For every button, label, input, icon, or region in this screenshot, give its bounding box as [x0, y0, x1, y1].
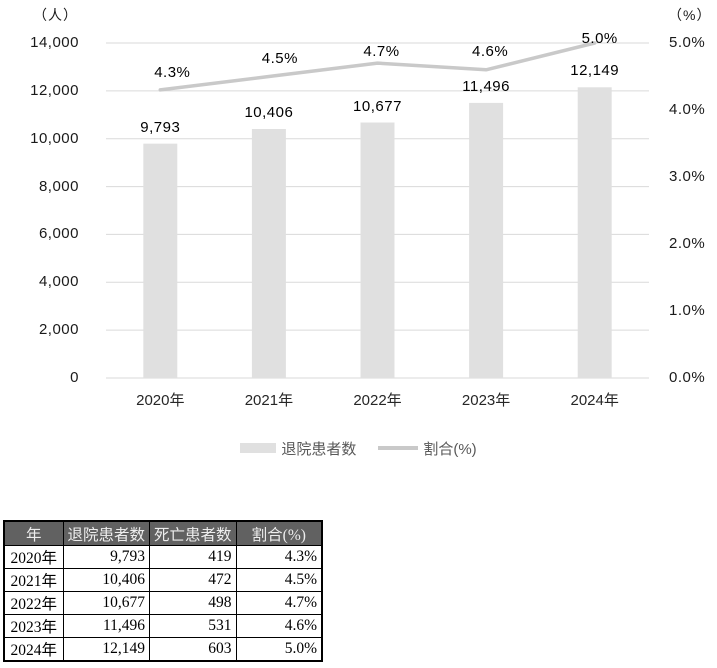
data-table: 年退院患者数 死亡患者数 割合(%) 2020年 9,793 419 4.3% 2021年 1…: [3, 520, 324, 662]
table-cell: 10,406: [62, 568, 151, 592]
table-cell: 9,793: [62, 545, 151, 569]
table-body: 2020年 9,793 419 4.3% 2021年 10,406 472 4.5% 2022年…: [3, 545, 323, 662]
table-cell: 531: [149, 614, 237, 638]
table-cell: 472: [149, 568, 237, 592]
legend-label-line: 割合(%): [423, 440, 477, 458]
table-row: 2024年 12,149 603 5.0%: [3, 637, 323, 662]
category-label: 2021年: [244, 392, 294, 409]
table-header-cell: 死亡患者数: [149, 520, 237, 546]
bar-value-label: 11,496: [462, 77, 510, 95]
table-row: 2020年 9,793 419 4.3%: [3, 545, 323, 569]
table-cell: 2024年: [3, 637, 64, 662]
category-label: 2024年: [570, 392, 619, 409]
bar-value-label: 10,677: [353, 97, 402, 115]
table-cell: 498: [149, 591, 237, 615]
table-cell: 10,677: [62, 591, 151, 615]
category-label: 2022年: [353, 392, 402, 409]
left-axis-tick-label: 10,000: [30, 129, 79, 147]
bar-2022年: [360, 122, 395, 378]
bar-value-label: 10,406: [244, 103, 294, 121]
right-axis-tick-label: 1.0%: [669, 302, 706, 319]
table-cell: 2022年: [3, 591, 64, 615]
bar-value-label: 9,793: [140, 118, 181, 136]
table-cell: 12,149: [62, 637, 151, 662]
ratio-value-label: 4.3%: [154, 63, 191, 81]
table-cell: 5.0%: [235, 637, 323, 662]
category-label: 2023年: [461, 392, 511, 409]
right-axis-unit-label: （%）: [668, 7, 712, 23]
table-header: 年退院患者数 死亡患者数 割合(%): [3, 520, 323, 546]
line-series-swatch: [378, 446, 419, 450]
table-cell: 4.7%: [235, 591, 323, 615]
left-axis-tick-label: 2,000: [38, 321, 79, 339]
left-axis-unit-label: （人）: [33, 7, 78, 23]
left-axis-tick-label: 4,000: [38, 273, 79, 291]
chart-legend: 退院患者数 割合(%): [0, 438, 717, 458]
ratio-value-label: 4.5%: [261, 49, 298, 67]
bar-2021年: [251, 128, 286, 378]
table-header-cell: 年: [3, 520, 64, 546]
table-row: 2021年 10,406 472 4.5%: [3, 568, 323, 592]
category-label: 2020年: [136, 392, 185, 409]
ratio-value-label: 5.0%: [581, 30, 618, 47]
table-cell: 2020年: [3, 545, 64, 569]
table-header-row: 年退院患者数 死亡患者数 割合(%): [3, 520, 323, 546]
legend-item-bars: 退院患者数: [240, 438, 356, 459]
right-axis-tick-label: 0.0%: [669, 369, 706, 386]
table-cell: 4.6%: [235, 614, 323, 638]
table-header-cell: 退院患者数: [62, 520, 151, 546]
left-axis-tick-label: 14,000: [30, 34, 79, 51]
right-axis-tick-label: 5.0%: [669, 34, 706, 51]
left-axis-tick-label: 0: [70, 369, 79, 386]
table-row: 2022年 10,677 498 4.7%: [3, 591, 323, 615]
plot-area: [106, 41, 649, 379]
table-cell: 603: [149, 637, 237, 662]
table-cell: 2023年: [3, 614, 64, 638]
left-axis-tick-label: 6,000: [38, 225, 79, 243]
bar-series-swatch: [240, 443, 277, 453]
ratio-value-label: 4.7%: [363, 43, 400, 61]
right-axis-tick-label: 2.0%: [669, 235, 706, 252]
bar-2024年: [577, 87, 612, 379]
ratio-line: [158, 41, 597, 92]
table-cell: 4.5%: [235, 568, 323, 592]
bar-2023年: [469, 102, 504, 378]
right-axis-tick-label: 4.0%: [669, 101, 706, 118]
ratio-value-label: 4.6%: [471, 42, 509, 60]
bar-value-label: 12,149: [570, 62, 620, 80]
right-axis-tick-label: 3.0%: [669, 168, 706, 185]
legend-label-bars: 退院患者数: [281, 440, 357, 458]
table-cell: 419: [149, 545, 237, 569]
legend-item-line: 割合(%): [378, 438, 477, 459]
table-cell: 11,496: [62, 614, 151, 638]
left-axis-tick-label: 8,000: [38, 177, 79, 195]
table-header-cell: 割合(%): [235, 520, 323, 546]
left-axis-tick-label: 12,000: [30, 81, 79, 99]
table-row: 2023年 11,496 531 4.6%: [3, 614, 323, 638]
combo-chart: （人） （%） 退院患者数 割合(%) 0 2,000 4,000 6,000 8,00…: [0, 7, 717, 458]
table-cell: 4.3%: [235, 545, 323, 569]
table-cell: 2021年: [3, 568, 64, 592]
bar-2020年: [143, 143, 178, 378]
